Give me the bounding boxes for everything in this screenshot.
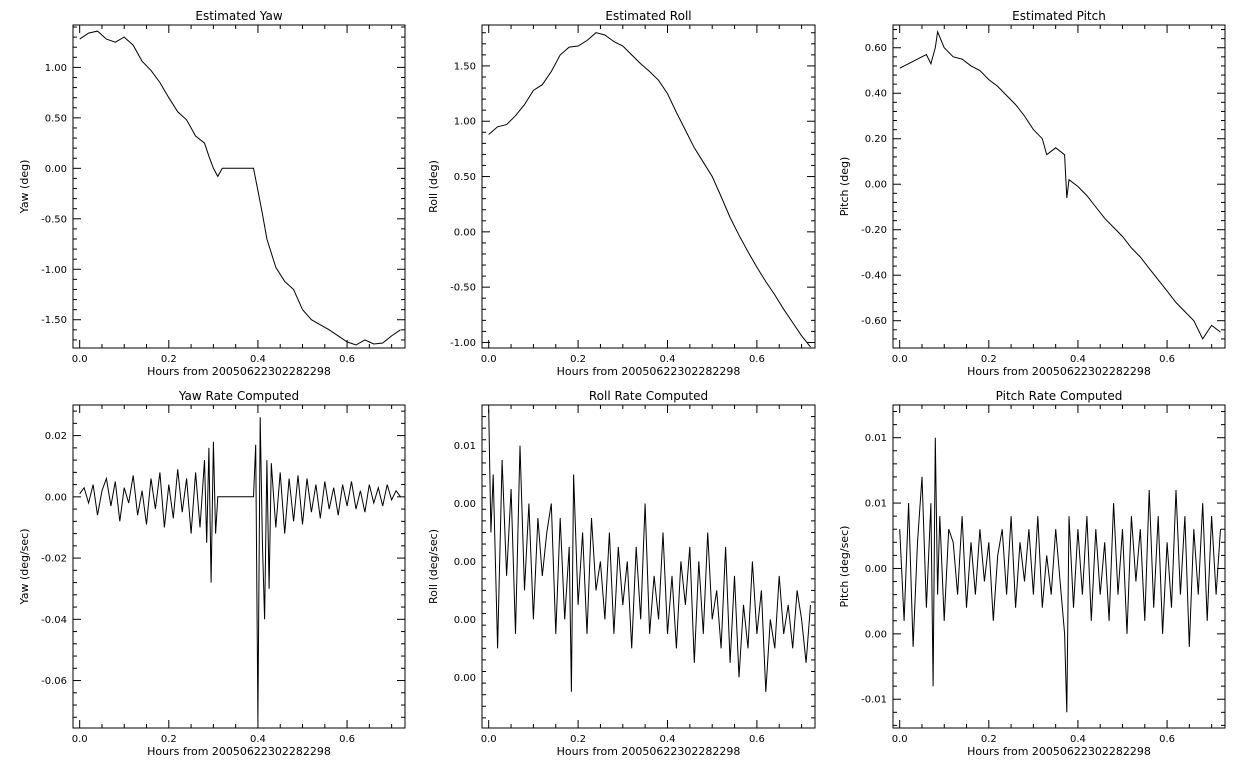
x-tick-label: 0.0 — [481, 354, 497, 365]
y-tick-label: -1.00 — [41, 265, 67, 276]
x-tick-label: 0.4 — [250, 354, 266, 365]
y-tick-label: 1.50 — [454, 61, 476, 72]
x-tick-label: 0.2 — [161, 734, 177, 745]
x-tick-label: 0.6 — [1159, 734, 1175, 745]
x-tick-label: 0.2 — [570, 734, 586, 745]
y-tick-label: -1.00 — [450, 338, 476, 349]
y-tick-label: 0.00 — [865, 629, 887, 640]
x-tick-label: 0.0 — [481, 734, 497, 745]
y-axis-label: Yaw (deg) — [18, 160, 31, 215]
y-axis-label: Roll (deg/sec) — [427, 529, 440, 604]
panel-title: Yaw Rate Computed — [178, 389, 299, 403]
y-axis-label: Pitch (deg/sec) — [838, 526, 851, 608]
y-tick-label: 0.00 — [454, 227, 476, 238]
y-tick-label: -0.60 — [861, 316, 887, 327]
panel-roll: Estimated Roll Hours from 200506223022822… — [427, 9, 816, 378]
x-axis-label: Hours from 20050622302282298 — [557, 365, 741, 378]
x-tick-label: 0.2 — [981, 354, 997, 365]
x-tick-label: 0.4 — [1070, 354, 1086, 365]
x-tick-label: 0.2 — [981, 734, 997, 745]
x-axis-label: Hours from 20050622302282298 — [967, 365, 1151, 378]
x-tick-label: 0.6 — [749, 354, 765, 365]
x-axis-label: Hours from 20050622302282298 — [147, 365, 331, 378]
x-tick-label: 0.2 — [570, 354, 586, 365]
y-tick-label: -0.01 — [861, 695, 887, 706]
y-tick-label: 0.00 — [45, 164, 67, 175]
y-tick-label: 0.20 — [865, 134, 887, 145]
x-tick-label: 0.4 — [660, 354, 676, 365]
y-tick-label: 1.00 — [45, 63, 67, 74]
plot-frame — [892, 404, 1226, 729]
panel-pitch: Estimated Pitch Hours from 20050622302282… — [838, 9, 1226, 378]
x-axis-label: Hours from 20050622302282298 — [557, 745, 741, 758]
panel-title: Roll Rate Computed — [589, 389, 708, 403]
y-tick-label: 0.00 — [865, 564, 887, 575]
series-line-yaw-rate — [79, 417, 401, 721]
x-tick-label: 0.6 — [1159, 354, 1175, 365]
panel-title: Estimated Yaw — [195, 9, 282, 23]
y-tick-label: -0.02 — [41, 554, 67, 565]
x-tick-label: 0.2 — [161, 354, 177, 365]
y-tick-label: 0.60 — [865, 43, 887, 54]
x-tick-label: 0.0 — [892, 734, 908, 745]
series-line-yaw — [79, 30, 401, 346]
y-tick-label: 0.02 — [45, 431, 67, 442]
panel-title: Pitch Rate Computed — [996, 389, 1123, 403]
y-tick-label: -0.50 — [450, 283, 476, 294]
y-tick-label: -0.20 — [861, 225, 887, 236]
x-tick-label: 0.0 — [72, 734, 88, 745]
y-tick-label: 0.00 — [454, 615, 476, 626]
plot-frame — [72, 24, 406, 349]
x-tick-label: 0.0 — [892, 354, 908, 365]
panel-roll-rate: Roll Rate Computed Hours from 20050622302… — [427, 389, 816, 758]
series-line-pitch-rate — [899, 437, 1221, 713]
x-tick-label: 0.4 — [250, 734, 266, 745]
plot-frame — [72, 404, 406, 729]
y-tick-label: 0.01 — [865, 433, 887, 444]
panel-title: Estimated Roll — [605, 9, 691, 23]
x-axis-label: Hours from 20050622302282298 — [967, 745, 1151, 758]
y-tick-label: 0.01 — [865, 499, 887, 510]
y-tick-label: -0.04 — [41, 615, 67, 626]
y-tick-label: 0.50 — [454, 172, 476, 183]
y-axis-label: Pitch (deg) — [838, 157, 851, 217]
y-tick-label: 0.01 — [454, 441, 476, 452]
y-axis-label: Yaw (deg/sec) — [18, 528, 31, 605]
series-line-roll — [488, 32, 811, 348]
y-tick-label: -0.40 — [861, 271, 887, 282]
x-tick-label: 0.4 — [1070, 734, 1086, 745]
x-axis-label: Hours from 20050622302282298 — [147, 745, 331, 758]
y-tick-label: 0.00 — [45, 492, 67, 503]
x-tick-label: 0.6 — [339, 734, 355, 745]
panel-yaw: Estimated Yaw Hours from 2005062230228229… — [18, 9, 406, 378]
y-tick-label: 1.00 — [454, 117, 476, 128]
y-tick-label: 0.00 — [865, 180, 887, 191]
panel-yaw-rate: Yaw Rate Computed Hours from 200506223022… — [18, 389, 406, 758]
y-tick-label: 0.50 — [45, 113, 67, 124]
y-tick-label: -0.06 — [41, 676, 67, 687]
y-tick-label: 0.00 — [454, 557, 476, 568]
y-axis-label: Roll (deg) — [427, 160, 440, 213]
series-line-pitch — [899, 29, 1221, 340]
series-line-roll-rate — [488, 409, 811, 692]
y-tick-label: -0.50 — [41, 214, 67, 225]
y-tick-label: 0.40 — [865, 89, 887, 100]
plot-frame — [892, 24, 1226, 349]
y-tick-label: -1.50 — [41, 315, 67, 326]
y-tick-label: 0.00 — [454, 499, 476, 510]
x-tick-label: 0.4 — [660, 734, 676, 745]
plot-frame — [481, 24, 816, 349]
y-tick-label: 0.00 — [454, 673, 476, 684]
panel-title: Estimated Pitch — [1012, 9, 1106, 23]
x-tick-label: 0.6 — [339, 354, 355, 365]
panel-pitch-rate: Pitch Rate Computed Hours from 2005062230… — [838, 389, 1226, 758]
x-tick-label: 0.6 — [749, 734, 765, 745]
x-tick-label: 0.0 — [72, 354, 88, 365]
plot-frame — [481, 404, 816, 729]
